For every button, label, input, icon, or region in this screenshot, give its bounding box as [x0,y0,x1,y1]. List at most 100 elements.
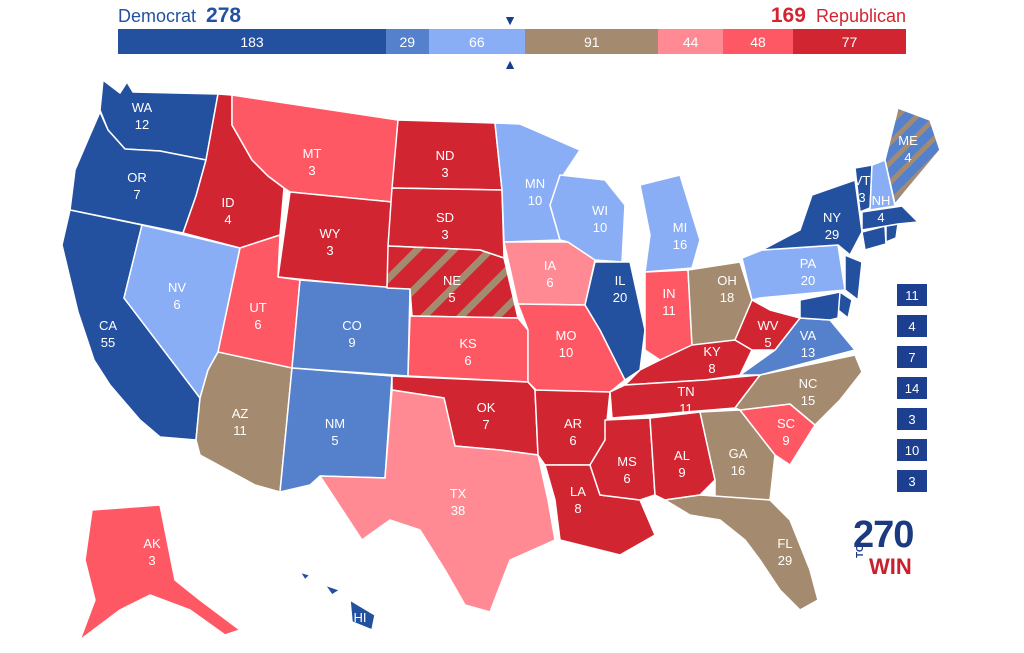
bar-segment: 44 [658,29,723,54]
state-abbr-tx: TX [450,486,467,501]
state-ev-ut: 6 [254,317,261,332]
small-state-box[interactable]: 4 [897,315,927,337]
state-il[interactable] [584,261,646,381]
state-labels: WA12OR7CA55NV6ID4MT3WY3UT6AZ11CO9NM5ND3S… [99,100,918,642]
state-abbr-ia: IA [544,258,557,273]
state-abbr-ny: NY [823,210,841,225]
state-ev-wa: 12 [135,117,149,132]
state-ev-co: 9 [348,335,355,350]
bar-segment: 66 [428,29,526,54]
small-state-box[interactable]: 11 [897,284,927,306]
small-state-box[interactable]: 3 [897,470,927,492]
state-ma[interactable] [861,205,919,231]
state-ev-in: 11 [662,303,676,318]
state-abbr-ca: CA [99,318,117,333]
republican-label: Republican [815,6,906,26]
republican-total: 169 [770,4,806,27]
state-ev-id: 4 [224,212,231,227]
state-tx[interactable] [319,389,556,613]
bar-segment: 91 [525,29,659,54]
small-state-box[interactable]: 7 [897,346,927,368]
democrat-label: Democrat [118,6,197,26]
state-abbr-oh: OH [717,273,737,288]
bar-segment: 77 [793,29,906,54]
state-ev-or: 7 [133,187,140,202]
state-ev-ar: 6 [569,433,576,448]
state-ev-nv: 6 [173,297,180,312]
us-electoral-map: WA12OR7CA55NV6ID4MT3WY3UT6AZ11CO9NM5ND3S… [61,79,941,642]
state-abbr-or: OR [127,170,147,185]
state-ev-ia: 6 [546,275,553,290]
state-ny[interactable] [761,179,863,256]
state-az[interactable] [195,351,293,493]
state-nc[interactable] [734,354,863,426]
state-ev-mn: 10 [528,193,542,208]
state-ev-fl: 29 [778,553,792,568]
state-ri[interactable] [885,223,899,243]
state-abbr-me: ME [898,133,918,148]
state-me[interactable] [884,107,941,205]
state-abbr-ks: KS [459,336,477,351]
state-abbr-wi: WI [592,203,608,218]
state-ev-la: 8 [574,501,581,516]
state-abbr-sd: SD [436,210,454,225]
state-ev-nh: 4 [877,210,884,225]
state-abbr-nd: ND [436,148,455,163]
state-ev-ak: 3 [148,553,155,568]
electoral-header: Democrat 278 169 Republican ▼ 183 29 66 91 4… [0,0,1024,80]
state-nh[interactable] [869,159,896,211]
democrat-summary: Democrat 278 [118,4,241,28]
state-hi[interactable] [299,571,376,631]
state-ev-mi: 16 [673,237,687,252]
state-abbr-wa: WA [132,100,153,115]
state-ev-mo: 10 [559,345,573,360]
state-ev-sd: 3 [441,227,448,242]
state-mi[interactable] [639,174,701,273]
state-ev-nd: 3 [441,165,448,180]
state-fl[interactable] [664,494,819,611]
state-ev-ny: 29 [825,227,839,242]
state-abbr-la: LA [570,484,586,499]
270towin-logo: 270 TO WIN [853,516,923,580]
state-ev-sc: 9 [782,433,789,448]
logo-number: 270 [853,514,914,556]
state-ak[interactable] [79,504,241,641]
state-ev-wv: 5 [764,335,771,350]
state-ev-wy: 3 [326,243,333,258]
small-state-box[interactable]: 10 [897,439,927,461]
state-ev-az: 11 [233,423,247,438]
bar-segment: 29 [386,29,429,54]
state-abbr-ar: AR [564,416,582,431]
majority-marker-down-icon: ▼ [503,12,517,28]
state-abbr-nv: NV [168,280,186,295]
state-nj[interactable] [844,254,863,301]
state-ev-hi: 4 [356,627,363,642]
state-abbr-il: IL [615,273,626,288]
state-abbr-ut: UT [249,300,266,315]
small-state-box[interactable]: 14 [897,377,927,399]
state-ev-vt: 3 [858,190,865,205]
state-md[interactable] [799,291,841,321]
state-abbr-fl: FL [777,536,792,551]
state-abbr-nh: NH [872,193,891,208]
small-state-box[interactable]: 3 [897,408,927,430]
state-abbr-mn: MN [525,176,545,191]
state-abbr-ky: KY [703,344,721,359]
state-abbr-mi: MI [673,220,687,235]
state-ev-ky: 8 [708,361,715,376]
state-ev-oh: 18 [720,290,734,305]
state-ev-nc: 15 [801,393,815,408]
state-pa[interactable] [741,244,846,301]
state-abbr-ga: GA [729,446,748,461]
state-ev-ne: 5 [448,290,455,305]
state-abbr-pa: PA [800,256,817,271]
state-ev-wi: 10 [593,220,607,235]
state-abbr-va: VA [800,328,817,343]
state-ev-me: 4 [904,150,911,165]
state-wi[interactable] [549,174,626,263]
state-ev-tn: 11 [679,401,693,416]
state-abbr-az: AZ [232,406,249,421]
state-abbr-mo: MO [556,328,577,343]
state-abbr-nc: NC [799,376,818,391]
bar-segment: 48 [722,29,794,54]
